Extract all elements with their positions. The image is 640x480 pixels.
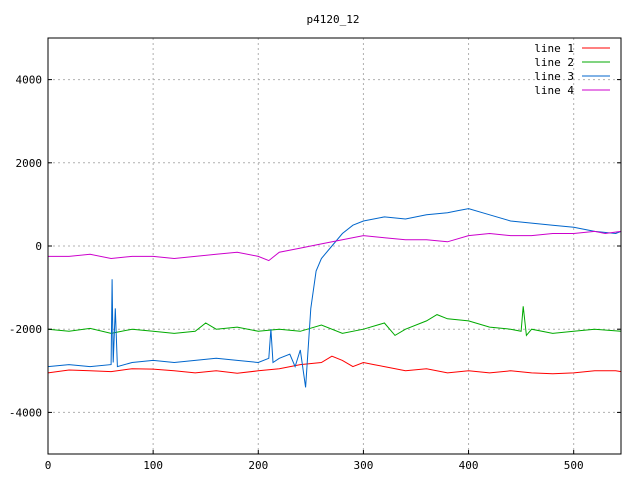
legend-label: line 4: [534, 84, 574, 97]
y-tick-label: -4000: [9, 406, 42, 419]
series-line-2: [47, 306, 622, 337]
x-tick-label: 400: [459, 459, 479, 472]
y-tick-label: 0: [35, 240, 42, 253]
y-tick-label: 4000: [16, 74, 43, 87]
x-tick-label: 100: [143, 459, 163, 472]
series-line-4: [48, 230, 622, 262]
axis-ticks: 0 100 200 300 400 500 -4000 -2000 0 2000 4000: [9, 74, 621, 472]
y-tick-label: -2000: [9, 323, 42, 336]
series-line-1: [47, 355, 622, 375]
chart-title: p4120_12: [307, 13, 360, 26]
y-tick-label: 2000: [16, 157, 43, 170]
legend-label: line 2: [534, 56, 574, 69]
x-tick-label: 200: [248, 459, 268, 472]
x-tick-label: 300: [353, 459, 373, 472]
x-tick-label: 500: [564, 459, 584, 472]
grid: [48, 38, 621, 454]
series-line-3: [47, 208, 622, 388]
legend-label: line 1: [534, 42, 574, 55]
legend-label: line 3: [534, 70, 574, 83]
x-tick-label: 0: [45, 459, 52, 472]
series-lines: [47, 208, 622, 388]
